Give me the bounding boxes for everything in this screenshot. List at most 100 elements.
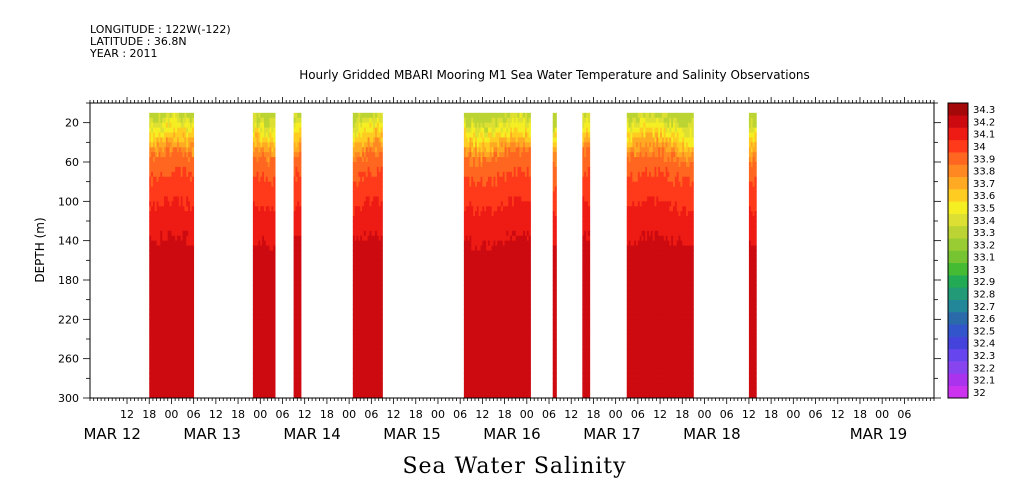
heat-cell bbox=[486, 358, 489, 364]
heat-cell bbox=[358, 112, 361, 119]
heat-cell bbox=[269, 157, 272, 163]
heat-cell bbox=[297, 294, 300, 301]
heat-cell bbox=[471, 206, 474, 212]
heat-cell bbox=[273, 280, 276, 286]
heat-cell bbox=[499, 225, 502, 232]
heat-cell bbox=[367, 186, 370, 192]
heat-cell bbox=[169, 348, 172, 355]
heat-cell bbox=[499, 221, 502, 227]
heat-cell bbox=[358, 289, 361, 296]
heat-cell bbox=[295, 206, 298, 212]
heat-cell bbox=[497, 319, 500, 325]
heat-cell bbox=[273, 250, 276, 256]
heat-cell bbox=[267, 206, 270, 212]
heat-cell bbox=[256, 112, 259, 119]
heat-cell bbox=[502, 240, 505, 246]
heat-cell bbox=[164, 137, 167, 143]
heat-cell bbox=[176, 275, 180, 281]
heat-cell bbox=[154, 353, 158, 360]
heat-cell bbox=[271, 127, 274, 133]
heat-cell bbox=[158, 294, 161, 301]
heat-cell bbox=[463, 127, 467, 133]
heat-cell bbox=[178, 299, 182, 305]
heat-cell bbox=[471, 240, 474, 246]
heat-cell bbox=[156, 329, 159, 335]
heat-cell bbox=[173, 196, 176, 202]
heat-cell bbox=[262, 284, 265, 291]
heat-cell bbox=[487, 265, 491, 271]
heat-cell bbox=[502, 142, 505, 148]
heat-cell bbox=[297, 260, 300, 266]
heat-cell bbox=[476, 363, 480, 369]
heat-cell bbox=[186, 284, 189, 291]
heat-cell bbox=[169, 304, 172, 310]
heat-cell bbox=[186, 294, 189, 301]
heat-cell bbox=[352, 353, 356, 360]
heat-cell bbox=[273, 127, 276, 133]
heat-cell bbox=[508, 378, 511, 384]
heat-cell bbox=[180, 339, 183, 345]
heat-cell bbox=[491, 137, 494, 143]
heat-cell bbox=[162, 343, 165, 350]
heat-cell bbox=[191, 211, 195, 217]
heat-cell bbox=[149, 299, 152, 305]
heat-cell bbox=[513, 319, 517, 325]
heat-cell bbox=[365, 225, 369, 232]
heat-cell bbox=[186, 201, 189, 207]
heat-cell bbox=[493, 284, 496, 291]
heat-cell bbox=[169, 171, 172, 178]
heat-cell bbox=[491, 388, 494, 394]
heat-cell bbox=[363, 147, 367, 153]
heat-cell bbox=[365, 112, 369, 119]
heat-cell bbox=[175, 319, 178, 325]
heat-cell bbox=[469, 225, 472, 232]
heat-cell bbox=[152, 112, 156, 119]
heat-cell bbox=[469, 216, 472, 222]
heat-cell bbox=[513, 280, 517, 286]
heat-cell bbox=[473, 339, 476, 345]
heat-cell bbox=[263, 157, 267, 163]
heat-cell bbox=[263, 137, 267, 143]
heat-cell bbox=[371, 117, 374, 124]
heat-cell bbox=[487, 329, 491, 335]
heat-cell bbox=[358, 324, 361, 330]
heat-cell bbox=[265, 181, 269, 187]
heat-cell bbox=[182, 142, 185, 148]
heat-cell bbox=[297, 255, 300, 261]
heat-cell bbox=[151, 363, 154, 369]
heat-cell bbox=[252, 132, 256, 138]
heat-cell bbox=[480, 378, 483, 384]
heat-cell bbox=[489, 284, 493, 291]
heat-cell bbox=[469, 206, 472, 212]
heat-cell bbox=[502, 162, 505, 168]
heat-cell bbox=[175, 275, 178, 281]
heat-cell bbox=[482, 186, 485, 192]
heat-cell bbox=[184, 196, 187, 202]
heat-cell bbox=[173, 260, 176, 266]
heat-cell bbox=[491, 329, 494, 335]
heat-cell bbox=[252, 275, 256, 281]
heat-cell bbox=[263, 299, 267, 305]
heat-cell bbox=[165, 196, 169, 202]
heat-cell bbox=[151, 152, 154, 158]
heat-cell bbox=[293, 329, 296, 335]
heat-cell bbox=[178, 378, 182, 384]
heat-cell bbox=[263, 393, 267, 399]
heat-cell bbox=[369, 265, 372, 271]
heat-cell bbox=[152, 255, 156, 261]
heat-cell bbox=[158, 176, 161, 183]
heat-cell bbox=[469, 294, 472, 301]
heat-cell bbox=[506, 353, 509, 360]
heat-cell bbox=[515, 260, 518, 266]
heat-cell bbox=[267, 378, 270, 384]
heat-cell bbox=[489, 216, 493, 222]
heat-cell bbox=[152, 309, 156, 315]
heat-cell bbox=[186, 245, 189, 251]
heat-cell bbox=[154, 117, 158, 124]
heat-cell bbox=[480, 206, 483, 212]
heat-cell bbox=[504, 294, 507, 301]
heat-cell bbox=[171, 314, 174, 320]
heat-cell bbox=[380, 329, 383, 335]
heat-cell bbox=[510, 181, 513, 187]
heat-cell bbox=[495, 363, 498, 369]
